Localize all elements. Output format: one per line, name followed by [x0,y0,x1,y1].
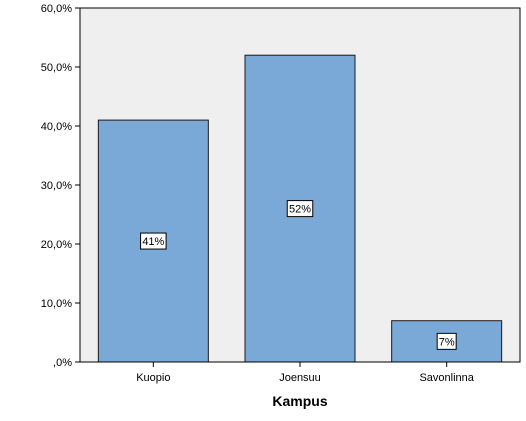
y-tick-label: 40,0% [41,121,72,133]
bar-data-labels: 41% 52% 7% [140,200,457,350]
y-tick-label: 50,0% [41,62,72,74]
y-tick-label: 30,0% [41,180,72,192]
y-axis-ticks: ,0% 10,0% 20,0% 30,0% 40,0% 50,0% 60,0% [41,3,80,369]
y-tick-label: 20,0% [41,239,72,251]
x-tick-label: Savonlinna [419,372,474,384]
data-label-box [436,332,457,350]
y-tick-label: 60,0% [41,3,72,15]
x-tick-label: Kuopio [136,372,170,384]
x-axis-ticks: Kuopio Joensuu Savonlinna [136,362,475,384]
x-axis-title: Kampus [272,393,327,409]
data-label: 41% [142,236,164,248]
data-label: 52% [289,204,311,216]
data-label-box [140,232,167,250]
data-label-box [286,200,314,218]
data-label: 7% [439,336,455,348]
y-tick-label: ,0% [53,357,72,369]
x-tick-label: Joensuu [279,372,321,384]
y-tick-label: 10,0% [41,298,72,310]
